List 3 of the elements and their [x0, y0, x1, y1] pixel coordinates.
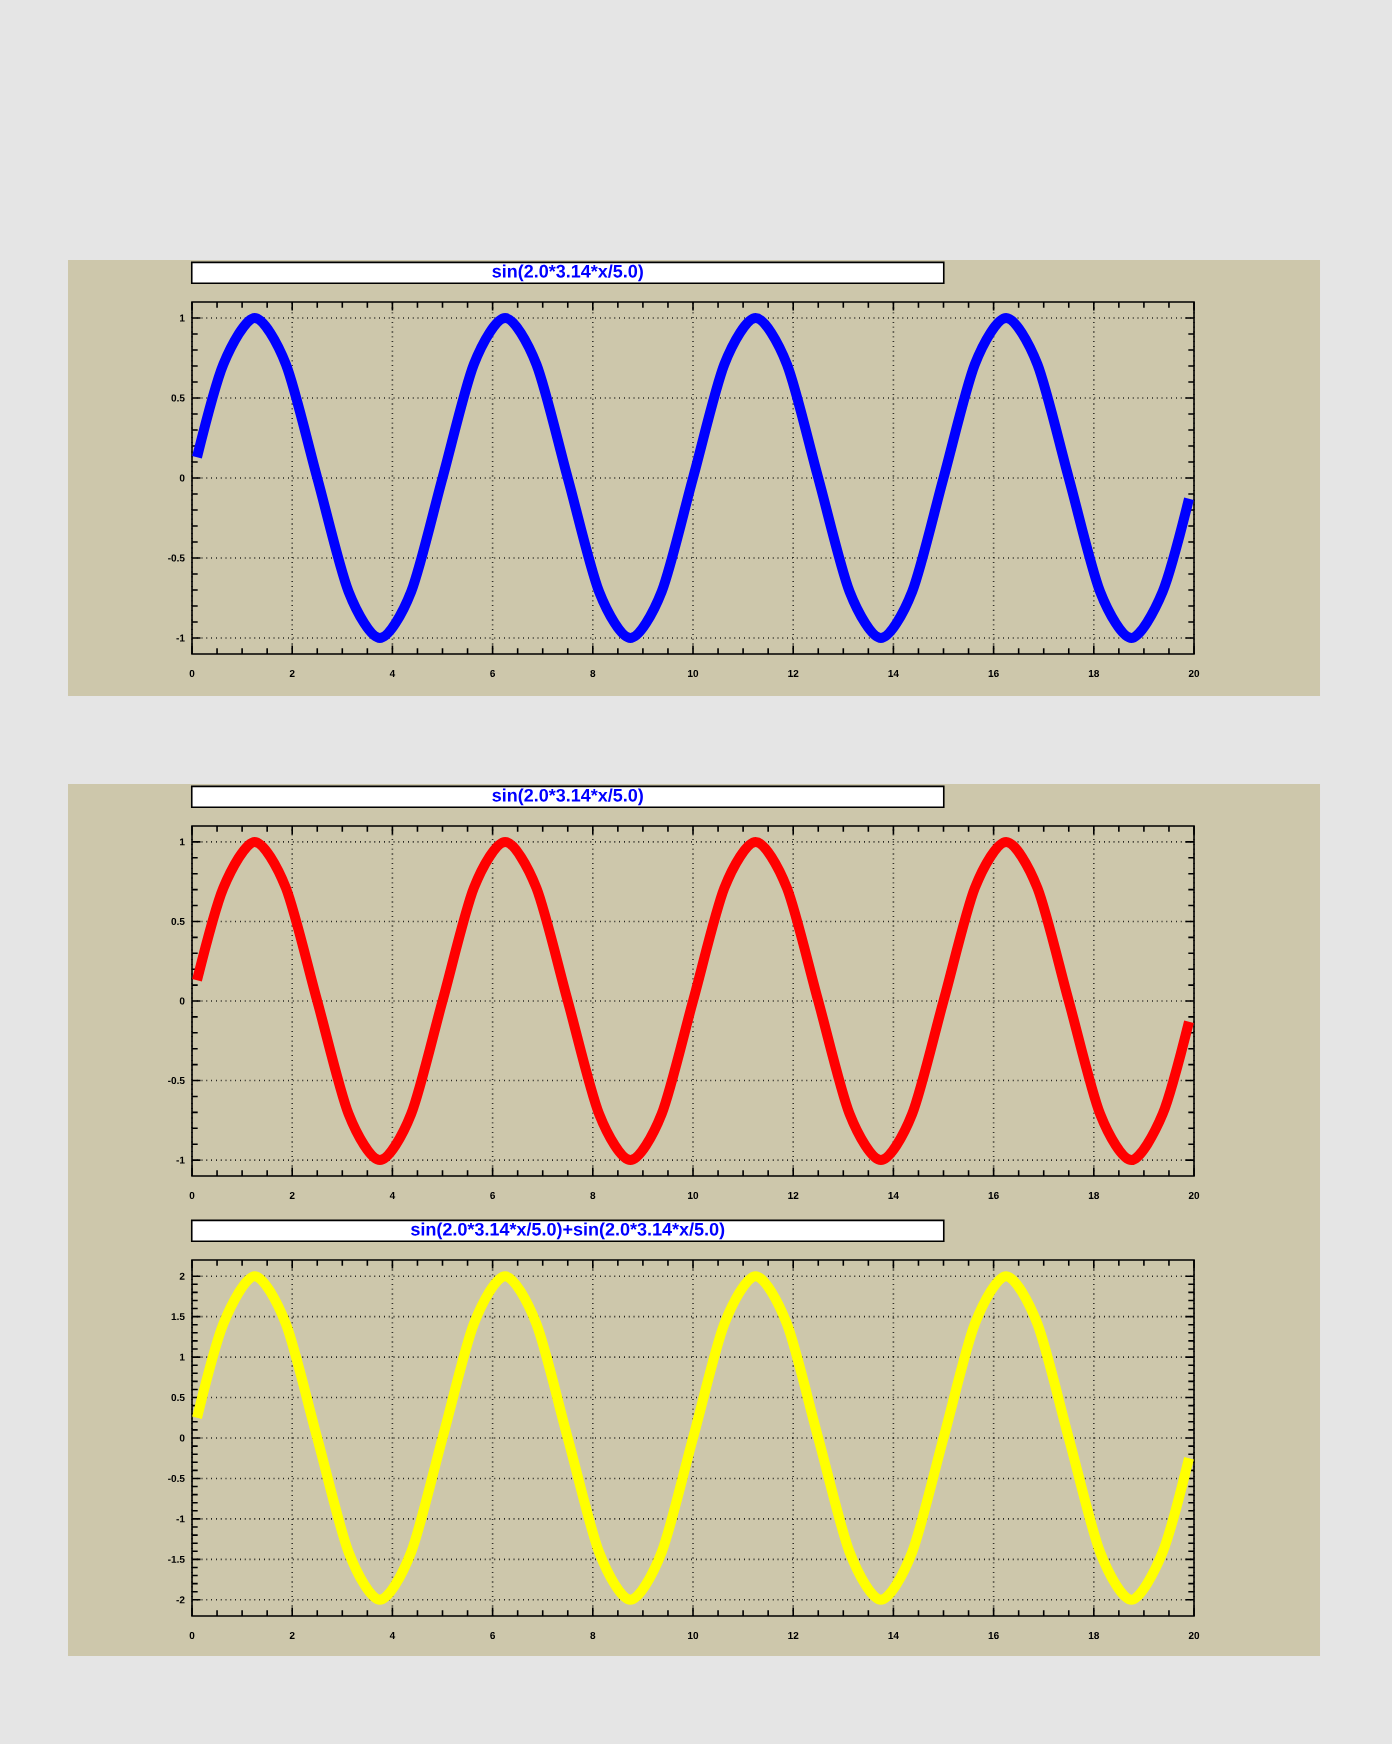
chart-title: sin(2.0*3.14*x/5.0)+sin(2.0*3.14*x/5.0) — [411, 1222, 725, 1240]
chart-title: sin(2.0*3.14*x/5.0) — [492, 788, 643, 806]
chart-title: sin(2.0*3.14*x/5.0) — [492, 264, 643, 282]
